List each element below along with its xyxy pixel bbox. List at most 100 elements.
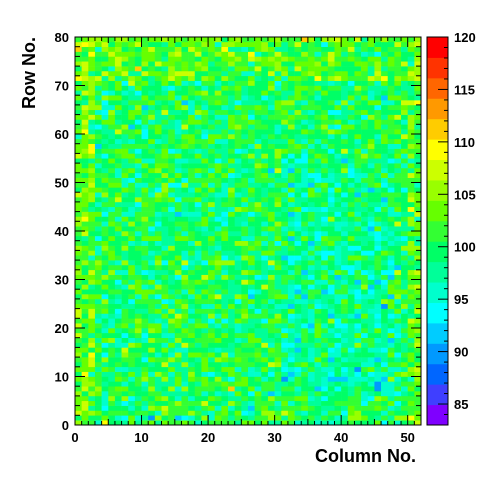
heatmap-cell xyxy=(347,264,355,271)
heatmap-cell xyxy=(248,361,255,368)
heatmap-cell xyxy=(374,153,382,159)
heatmap-cell xyxy=(141,366,149,372)
heatmap-cell xyxy=(228,172,235,178)
heatmap-cell xyxy=(367,391,375,397)
heatmap-cell xyxy=(407,51,415,57)
heatmap-cell xyxy=(341,129,349,135)
heatmap-cell xyxy=(294,70,302,77)
heatmap-cell xyxy=(75,182,82,188)
heatmap-cell xyxy=(181,308,189,314)
heatmap-cell xyxy=(347,395,355,402)
heatmap-cell xyxy=(347,138,355,144)
heatmap-cell xyxy=(101,148,109,154)
heatmap-cell xyxy=(221,347,229,353)
heatmap-cell xyxy=(347,328,355,334)
heatmap-cell xyxy=(274,318,282,324)
heatmap-cell xyxy=(121,269,129,275)
heatmap-cell xyxy=(121,395,129,402)
heatmap-cell xyxy=(161,75,169,81)
heatmap-cell xyxy=(168,308,176,314)
heatmap-cell xyxy=(354,46,362,52)
heatmap-cell xyxy=(387,410,395,416)
heatmap-cell xyxy=(194,361,202,368)
heatmap-cell xyxy=(201,381,209,387)
heatmap-cell xyxy=(261,279,269,285)
heatmap-cell xyxy=(381,415,389,421)
heatmap-cell xyxy=(248,56,255,62)
heatmap-cell xyxy=(188,167,196,174)
heatmap-cell xyxy=(387,250,395,256)
heatmap-cell xyxy=(94,240,102,246)
heatmap-cell xyxy=(148,104,156,111)
heatmap-cell xyxy=(307,347,315,353)
heatmap-cell xyxy=(274,201,282,208)
heatmap-cell xyxy=(221,420,229,426)
heatmap-cell xyxy=(134,274,142,280)
heatmap-cell xyxy=(108,400,116,406)
heatmap-cell xyxy=(148,46,156,52)
heatmap-cell xyxy=(81,308,89,314)
heatmap-cell xyxy=(161,420,169,426)
heatmap-cell xyxy=(301,90,309,96)
heatmap-cell xyxy=(347,158,355,164)
heatmap-cell xyxy=(254,289,262,295)
heatmap-cell xyxy=(214,245,222,251)
heatmap-cell xyxy=(347,46,355,52)
heatmap-cell xyxy=(374,51,382,57)
heatmap-cell xyxy=(148,216,156,222)
heatmap-cell xyxy=(108,124,116,130)
heatmap-cell xyxy=(254,206,262,212)
heatmap-cell xyxy=(75,357,82,363)
heatmap-cell xyxy=(381,85,389,91)
heatmap-cell xyxy=(154,114,162,120)
heatmap-cell xyxy=(387,201,395,208)
heatmap-cell xyxy=(208,56,216,62)
heatmap-cell xyxy=(307,240,315,246)
heatmap-cell xyxy=(307,308,315,314)
heatmap-cell xyxy=(194,308,202,314)
heatmap-cell xyxy=(121,51,129,57)
heatmap-cell xyxy=(287,192,295,198)
heatmap-cell xyxy=(108,51,116,57)
heatmap-cell xyxy=(387,337,395,343)
heatmap-cell xyxy=(354,371,362,377)
heatmap-cell xyxy=(341,206,349,212)
heatmap-cell xyxy=(101,391,109,397)
heatmap-cell xyxy=(168,226,176,232)
heatmap-cell xyxy=(168,197,176,203)
heatmap-cell xyxy=(174,46,182,52)
heatmap-cell xyxy=(241,381,249,387)
heatmap-cell xyxy=(194,216,202,222)
heatmap-cell xyxy=(94,361,102,368)
heatmap-cell xyxy=(214,235,222,241)
heatmap-cell xyxy=(75,376,82,382)
heatmap-cell xyxy=(168,323,176,329)
heatmap-cell xyxy=(94,109,102,115)
heatmap-cell xyxy=(234,134,242,140)
heatmap-cell xyxy=(407,308,415,314)
heatmap-cell xyxy=(128,66,136,72)
heatmap-cell xyxy=(94,405,102,411)
heatmap-cell xyxy=(208,357,216,363)
heatmap-cell xyxy=(374,90,382,96)
heatmap-cell xyxy=(367,95,375,101)
heatmap-cell xyxy=(414,46,422,52)
heatmap-cell xyxy=(394,289,402,295)
heatmap-cell xyxy=(301,366,309,372)
heatmap-cell xyxy=(134,201,142,208)
heatmap-cell xyxy=(327,177,335,183)
heatmap-cell xyxy=(114,46,122,52)
heatmap-cell xyxy=(414,41,422,47)
heatmap-cell xyxy=(121,298,129,305)
heatmap-cell xyxy=(75,211,82,217)
heatmap-cell xyxy=(374,337,382,343)
heatmap-cell xyxy=(281,289,289,295)
heatmap-cell xyxy=(307,386,315,392)
heatmap-cell xyxy=(168,240,176,246)
heatmap-cell xyxy=(274,289,282,295)
heatmap-cell xyxy=(267,250,275,256)
heatmap-cell xyxy=(321,201,329,208)
heatmap-cell xyxy=(374,313,382,319)
heatmap-cell xyxy=(174,187,182,193)
